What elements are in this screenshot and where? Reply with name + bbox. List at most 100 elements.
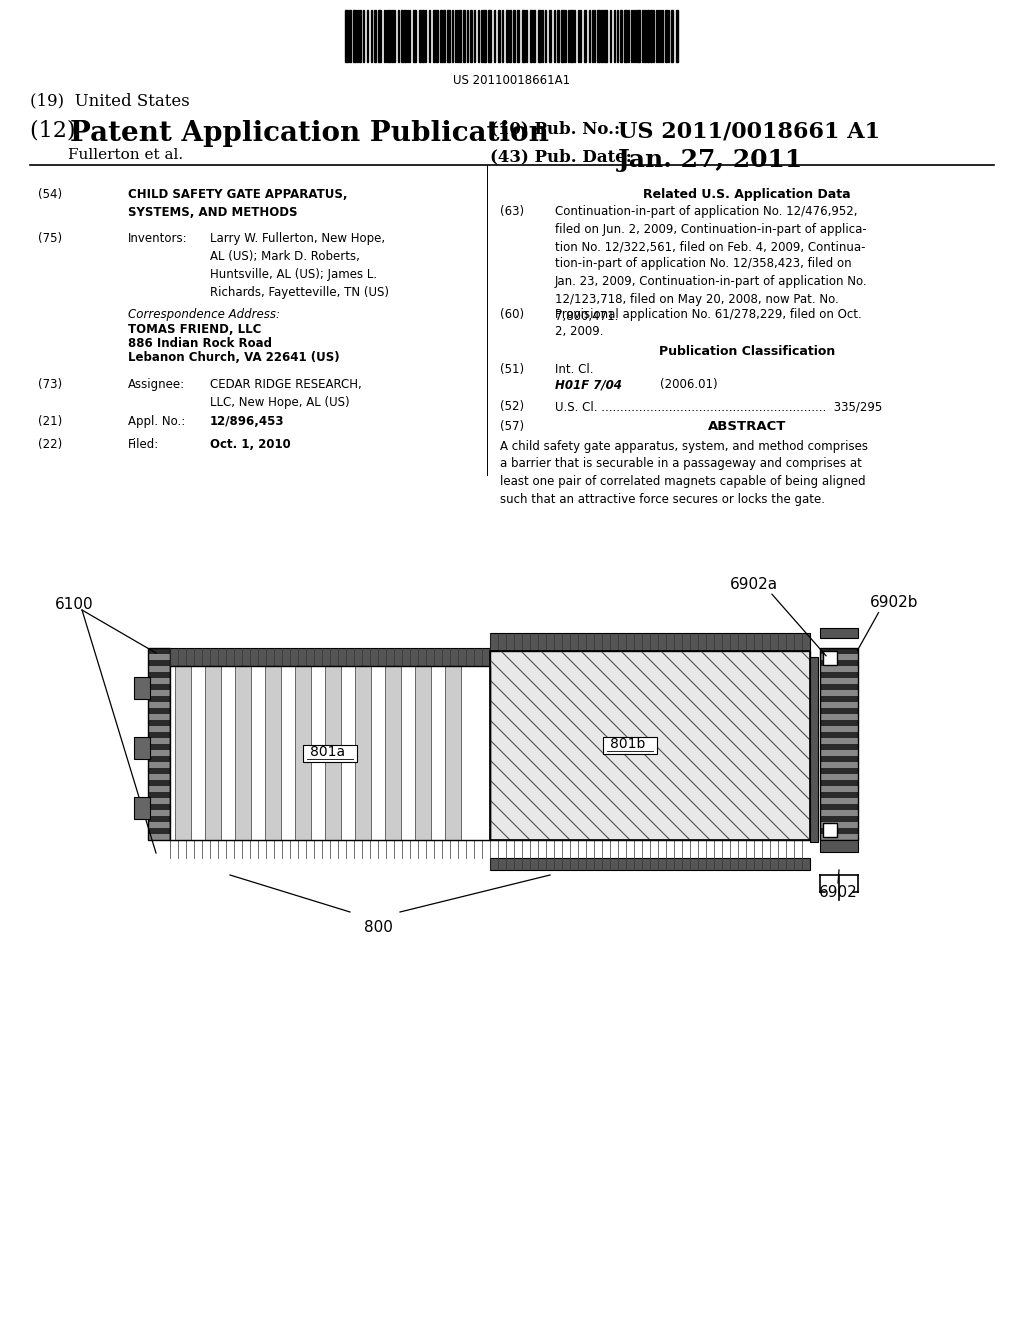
Text: (63): (63) xyxy=(500,205,524,218)
Bar xyxy=(413,11,416,62)
Text: CEDAR RIDGE RESEARCH,
LLC, New Hope, AL (US): CEDAR RIDGE RESEARCH, LLC, New Hope, AL … xyxy=(210,378,361,409)
Bar xyxy=(443,11,445,62)
Bar xyxy=(820,780,858,785)
Bar xyxy=(820,804,858,810)
Bar xyxy=(820,690,858,696)
Bar xyxy=(463,11,465,62)
Bar xyxy=(148,762,170,768)
Text: Filed:: Filed: xyxy=(128,438,160,451)
Text: ABSTRACT: ABSTRACT xyxy=(708,420,786,433)
Text: Provisional application No. 61/278,229, filed on Oct.
2, 2009.: Provisional application No. 61/278,229, … xyxy=(555,308,862,338)
Bar xyxy=(603,737,657,754)
Text: 6100: 6100 xyxy=(55,597,93,612)
Bar xyxy=(490,634,810,651)
Bar xyxy=(624,11,627,62)
Bar xyxy=(391,11,393,62)
Text: (57): (57) xyxy=(500,420,524,433)
Bar xyxy=(148,768,170,774)
Bar xyxy=(820,792,858,799)
Text: (19)  United States: (19) United States xyxy=(30,92,189,110)
Bar xyxy=(419,11,421,62)
Text: 12/896,453: 12/896,453 xyxy=(210,414,285,428)
Bar xyxy=(148,678,170,684)
Bar xyxy=(148,822,170,828)
Bar xyxy=(148,785,170,792)
Bar xyxy=(820,840,858,851)
Bar xyxy=(820,678,858,684)
Bar xyxy=(671,11,673,62)
Bar xyxy=(325,667,341,840)
Bar xyxy=(820,628,858,638)
Bar xyxy=(170,667,490,840)
Bar xyxy=(295,667,311,840)
Bar xyxy=(820,696,858,702)
Bar xyxy=(823,822,837,837)
Bar xyxy=(647,11,649,62)
Bar xyxy=(234,667,251,840)
Bar xyxy=(148,702,170,708)
Bar xyxy=(148,816,170,822)
Bar xyxy=(148,648,170,840)
Bar xyxy=(265,667,281,840)
Bar xyxy=(148,750,170,756)
Bar xyxy=(445,667,461,840)
Bar xyxy=(359,11,361,62)
Text: US 20110018661A1: US 20110018661A1 xyxy=(454,74,570,87)
Bar xyxy=(148,744,170,750)
Bar xyxy=(820,653,858,660)
Text: (51): (51) xyxy=(500,363,524,376)
Text: (2006.01): (2006.01) xyxy=(660,378,718,391)
Bar xyxy=(148,774,170,780)
Text: 801a: 801a xyxy=(310,744,345,759)
Bar xyxy=(148,653,170,660)
Text: (22): (22) xyxy=(38,438,62,451)
Bar xyxy=(148,834,170,840)
Bar xyxy=(134,737,150,759)
Bar xyxy=(349,11,351,62)
Text: Assignee:: Assignee: xyxy=(128,378,185,391)
Text: 6902: 6902 xyxy=(818,884,857,900)
Bar xyxy=(820,834,858,840)
Text: Int. Cl.: Int. Cl. xyxy=(555,363,594,376)
Bar xyxy=(134,677,150,700)
Bar xyxy=(440,11,442,62)
Bar xyxy=(404,11,406,62)
Bar xyxy=(810,657,818,842)
Text: (21): (21) xyxy=(38,414,62,428)
Bar xyxy=(436,11,438,62)
Bar xyxy=(820,684,858,690)
Text: Jan. 27, 2011: Jan. 27, 2011 xyxy=(618,148,803,172)
Bar xyxy=(148,660,170,667)
Bar xyxy=(483,11,486,62)
Bar xyxy=(498,11,500,62)
Bar xyxy=(148,780,170,785)
Bar xyxy=(355,667,371,840)
Text: H01F 7/04: H01F 7/04 xyxy=(555,378,622,391)
Bar xyxy=(148,756,170,762)
Bar xyxy=(506,11,508,62)
Bar xyxy=(148,648,170,653)
Bar xyxy=(584,11,586,62)
Bar xyxy=(148,828,170,834)
Text: TOMAS FRIEND, LLC: TOMAS FRIEND, LLC xyxy=(128,323,261,337)
Bar xyxy=(148,672,170,678)
Bar xyxy=(470,11,472,62)
Bar xyxy=(415,667,431,840)
Bar xyxy=(561,11,564,62)
Bar xyxy=(820,714,858,719)
Text: Inventors:: Inventors: xyxy=(128,232,187,246)
Bar xyxy=(148,726,170,733)
Text: Lebanon Church, VA 22641 (US): Lebanon Church, VA 22641 (US) xyxy=(128,351,340,364)
Bar xyxy=(513,11,515,62)
Text: (54): (54) xyxy=(38,187,62,201)
Bar xyxy=(538,11,541,62)
Text: (10) Pub. No.:: (10) Pub. No.: xyxy=(490,120,621,137)
Bar xyxy=(557,11,559,62)
Text: (73): (73) xyxy=(38,378,62,391)
Bar xyxy=(820,708,858,714)
Text: US 2011/0018661 A1: US 2011/0018661 A1 xyxy=(618,120,880,143)
Bar xyxy=(148,714,170,719)
Text: 6902a: 6902a xyxy=(730,577,778,591)
Bar xyxy=(459,11,461,62)
Bar xyxy=(820,648,858,653)
